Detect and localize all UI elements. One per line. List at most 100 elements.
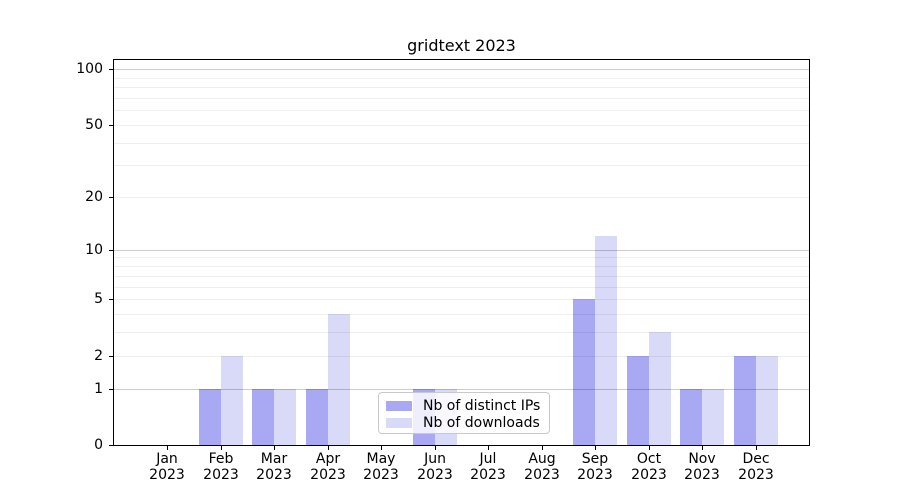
x-tick-mark xyxy=(542,446,543,450)
gridline-minor xyxy=(114,78,809,79)
y-tick-label: 2 xyxy=(94,348,103,364)
x-tick-mark xyxy=(595,446,596,450)
y-tick-label: 5 xyxy=(94,291,103,307)
gridline-minor xyxy=(114,314,809,315)
legend-label-distinct-ips: Nb of distinct IPs xyxy=(423,397,541,414)
bar-downloads xyxy=(328,314,350,445)
gridline-major xyxy=(114,250,809,251)
x-tick-year: 2023 xyxy=(149,466,185,483)
x-tick-year: 2023 xyxy=(577,466,613,483)
bar-downloads xyxy=(702,389,724,445)
x-tick-year: 2023 xyxy=(738,466,774,483)
legend-swatch-distinct-ips xyxy=(386,400,412,411)
x-tick-mark xyxy=(435,446,436,450)
x-tick-mark xyxy=(381,446,382,450)
x-tick-year: 2023 xyxy=(256,466,292,483)
x-tick-month: Jul xyxy=(479,451,497,467)
gridline-minor xyxy=(114,332,809,333)
bar-distinct-ips xyxy=(734,356,756,445)
bar-downloads xyxy=(274,389,296,445)
x-tick-month: Dec xyxy=(742,451,770,467)
gridline-minor xyxy=(114,356,809,357)
gridline-minor xyxy=(114,87,809,88)
gridline-minor xyxy=(114,165,809,166)
x-tick-label: Apr 2023 xyxy=(293,451,363,483)
y-tick-mark xyxy=(109,69,113,70)
bar-downloads xyxy=(221,356,243,445)
bar-distinct-ips xyxy=(627,356,649,445)
x-tick-mark xyxy=(221,446,222,450)
x-tick-label: Jun 2023 xyxy=(400,451,470,483)
x-tick-month: Mar xyxy=(260,451,288,467)
x-tick-mark xyxy=(167,446,168,450)
x-tick-month: May xyxy=(366,451,396,467)
legend-label-downloads: Nb of downloads xyxy=(423,414,540,431)
y-tick-label: 20 xyxy=(85,189,103,205)
y-tick-mark xyxy=(109,299,113,300)
legend-swatch-downloads xyxy=(386,417,412,428)
x-tick-mark xyxy=(649,446,650,450)
x-tick-month: Jun xyxy=(424,451,446,467)
x-tick-year: 2023 xyxy=(524,466,560,483)
x-tick-year: 2023 xyxy=(363,466,399,483)
y-tick-label: 10 xyxy=(85,242,103,258)
x-tick-label: May 2023 xyxy=(346,451,416,483)
x-tick-label: Sep 2023 xyxy=(560,451,630,483)
x-tick-label: Jul 2023 xyxy=(453,451,523,483)
x-tick-year: 2023 xyxy=(684,466,720,483)
x-tick-label: Mar 2023 xyxy=(239,451,309,483)
y-tick-mark xyxy=(109,356,113,357)
x-tick-mark xyxy=(328,446,329,450)
x-tick-mark xyxy=(274,446,275,450)
gridline-minor xyxy=(114,197,809,198)
bar-distinct-ips xyxy=(306,389,328,445)
x-tick-mark xyxy=(488,446,489,450)
x-tick-month: Sep xyxy=(581,451,609,467)
y-tick-mark xyxy=(109,197,113,198)
x-tick-label: Aug 2023 xyxy=(507,451,577,483)
bar-downloads xyxy=(756,356,778,445)
x-tick-label: Dec 2023 xyxy=(721,451,791,483)
y-tick-label: 50 xyxy=(85,117,103,133)
x-tick-month: Nov xyxy=(688,451,716,467)
x-tick-month: Feb xyxy=(208,451,234,467)
x-tick-mark xyxy=(756,446,757,450)
x-tick-label: Feb 2023 xyxy=(186,451,256,483)
y-tick-mark xyxy=(109,125,113,126)
bar-distinct-ips xyxy=(573,299,595,445)
x-tick-year: 2023 xyxy=(310,466,346,483)
x-tick-label: Oct 2023 xyxy=(614,451,684,483)
bar-distinct-ips xyxy=(252,389,274,445)
x-tick-year: 2023 xyxy=(417,466,453,483)
gridline-minor xyxy=(114,287,809,288)
chart-title: gridtext 2023 xyxy=(407,36,516,55)
x-tick-mark xyxy=(702,446,703,450)
x-tick-month: Aug xyxy=(528,451,556,467)
x-tick-year: 2023 xyxy=(470,466,506,483)
y-tick-mark xyxy=(109,389,113,390)
gridline-minor xyxy=(114,143,809,144)
legend: Nb of distinct IPs Nb of downloads xyxy=(378,392,550,434)
gridline-minor xyxy=(114,276,809,277)
gridline-minor xyxy=(114,266,809,267)
gridline-minor xyxy=(114,299,809,300)
gridline-major xyxy=(114,69,809,70)
x-tick-year: 2023 xyxy=(631,466,667,483)
y-tick-mark xyxy=(109,250,113,251)
y-tick-mark xyxy=(109,445,113,446)
y-tick-label: 1 xyxy=(94,381,103,397)
gridline-minor xyxy=(114,110,809,111)
x-tick-month: Apr xyxy=(315,451,341,467)
gridline-minor xyxy=(114,98,809,99)
x-tick-year: 2023 xyxy=(203,466,239,483)
x-tick-month: Oct xyxy=(636,451,662,467)
x-tick-label: Jan 2023 xyxy=(132,451,202,483)
legend-entry-distinct-ips: Nb of distinct IPs xyxy=(386,397,549,414)
x-tick-month: Jan xyxy=(156,451,178,467)
x-tick-label: Nov 2023 xyxy=(667,451,737,483)
gridline-minor xyxy=(114,125,809,126)
bar-downloads xyxy=(595,236,617,445)
plot-area xyxy=(113,59,810,446)
y-tick-label: 100 xyxy=(76,61,103,77)
